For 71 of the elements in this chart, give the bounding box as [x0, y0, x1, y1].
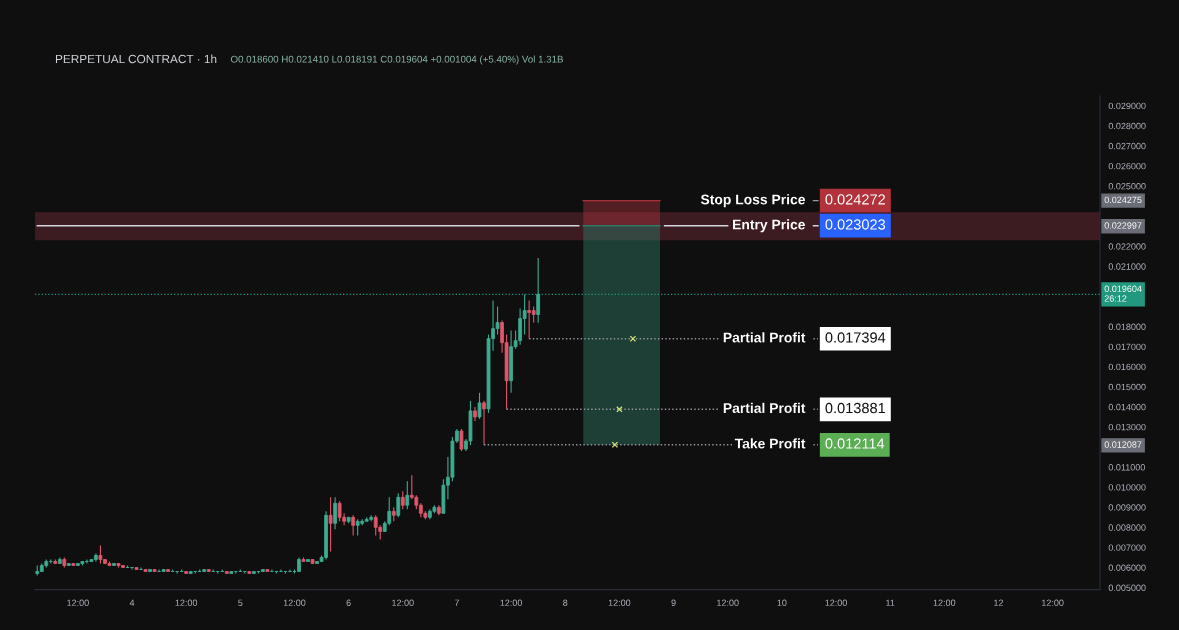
y-tick-label: 0.017000: [1108, 343, 1146, 351]
candlestick: [396, 492, 401, 518]
chart-title: PERPETUAL CONTRACT · 1h: [55, 54, 217, 64]
x-tick-label: 8: [563, 599, 568, 606]
x-tick-label: 5: [238, 599, 243, 606]
y-tick-label: 0.006000: [1108, 564, 1146, 571]
y-tick-label: 0.011000: [1108, 464, 1145, 471]
candlestick: [400, 490, 405, 510]
x-tick-label: 12: [994, 599, 1004, 606]
y-tick-label: 0.022000: [1108, 243, 1146, 250]
candlestick: [536, 257, 541, 324]
data-label: 0.017394: [825, 332, 886, 343]
data-label: 0.012114: [825, 438, 885, 449]
data-label: 0.023023: [825, 219, 886, 230]
candlestick: [98, 544, 103, 565]
y-tick-label: 0.026000: [1108, 162, 1146, 170]
y-tick-label: 0.014000: [1108, 403, 1146, 411]
point: [629, 335, 637, 342]
y-tick-label: 0.010000: [1108, 484, 1146, 491]
x-tick-label: 12:00: [933, 599, 956, 606]
annotation: 0.024275: [1104, 196, 1142, 204]
series-label: Entry Price: [733, 219, 805, 233]
ref-line-label: 0.019604 26:12: [1104, 285, 1142, 302]
x-tick-label: 12:00: [825, 599, 847, 606]
x-tick-label: 12:00: [67, 599, 89, 606]
candlestick: [351, 514, 356, 536]
x-tick-label: 12:00: [608, 599, 631, 606]
y-tick-label: 0.029000: [1108, 102, 1146, 110]
annotation: 0.022997: [1104, 222, 1142, 229]
point: [611, 441, 619, 448]
y-tick-label: 0.021000: [1108, 263, 1146, 270]
x-tick-label: 4: [129, 599, 135, 606]
y-tick-label: 0.027000: [1108, 142, 1146, 150]
y-tick-label: 0.016000: [1108, 363, 1146, 371]
candlestick: [337, 500, 342, 522]
x-tick-label: 11: [886, 599, 895, 606]
candlestick: [333, 496, 337, 530]
chart-subtitle: O0.018600 H0.021410 L0.018191 C0.019604 +0.001004 (+5.40%) Vol 1.31B: [230, 55, 563, 65]
x-tick-label: 6: [346, 599, 351, 606]
annotation: 0.012087: [1104, 441, 1142, 448]
y-tick-label: 0.013000: [1108, 423, 1146, 431]
y-tick-label: 0.018000: [1108, 323, 1146, 330]
candlestick: [405, 480, 410, 510]
candlestick: [459, 428, 464, 452]
x-tick-label: 7: [454, 599, 459, 606]
y-tick-label: 0.007000: [1108, 544, 1146, 551]
y-tick-label: 0.025000: [1108, 183, 1146, 190]
series-label: Partial Profit: [723, 402, 806, 414]
series-label: Take Profit: [734, 438, 806, 449]
data-label: 0.013881: [825, 402, 886, 414]
y-tick-label: 0.009000: [1108, 504, 1146, 511]
y-tick-label: 0.015000: [1108, 383, 1146, 391]
y-tick-label: 0.028000: [1108, 122, 1146, 130]
candlestick: [328, 496, 333, 553]
candlestick: [482, 400, 486, 446]
series-label: Partial Profit: [723, 332, 806, 343]
data-label: 0.024272: [825, 194, 885, 205]
candlestick: [527, 299, 532, 340]
x-tick-label: 12:00: [1042, 599, 1064, 606]
candlestick: [373, 514, 378, 536]
x-tick-label: 12:00: [717, 599, 739, 606]
x-tick-label: 12:00: [283, 599, 306, 606]
x-tick-label: 12:00: [500, 599, 523, 606]
x-tick-label: 12:00: [392, 599, 414, 606]
x-tick-label: 10: [777, 599, 787, 606]
y-tick-label: 0.005000: [1108, 584, 1146, 591]
y-tick-label: 0.008000: [1108, 524, 1146, 531]
series-label: Stop Loss Price: [700, 194, 805, 208]
x-tick-label: 9: [671, 599, 676, 606]
candlestick: [477, 392, 482, 420]
x-tick-label: 12:00: [175, 599, 198, 606]
